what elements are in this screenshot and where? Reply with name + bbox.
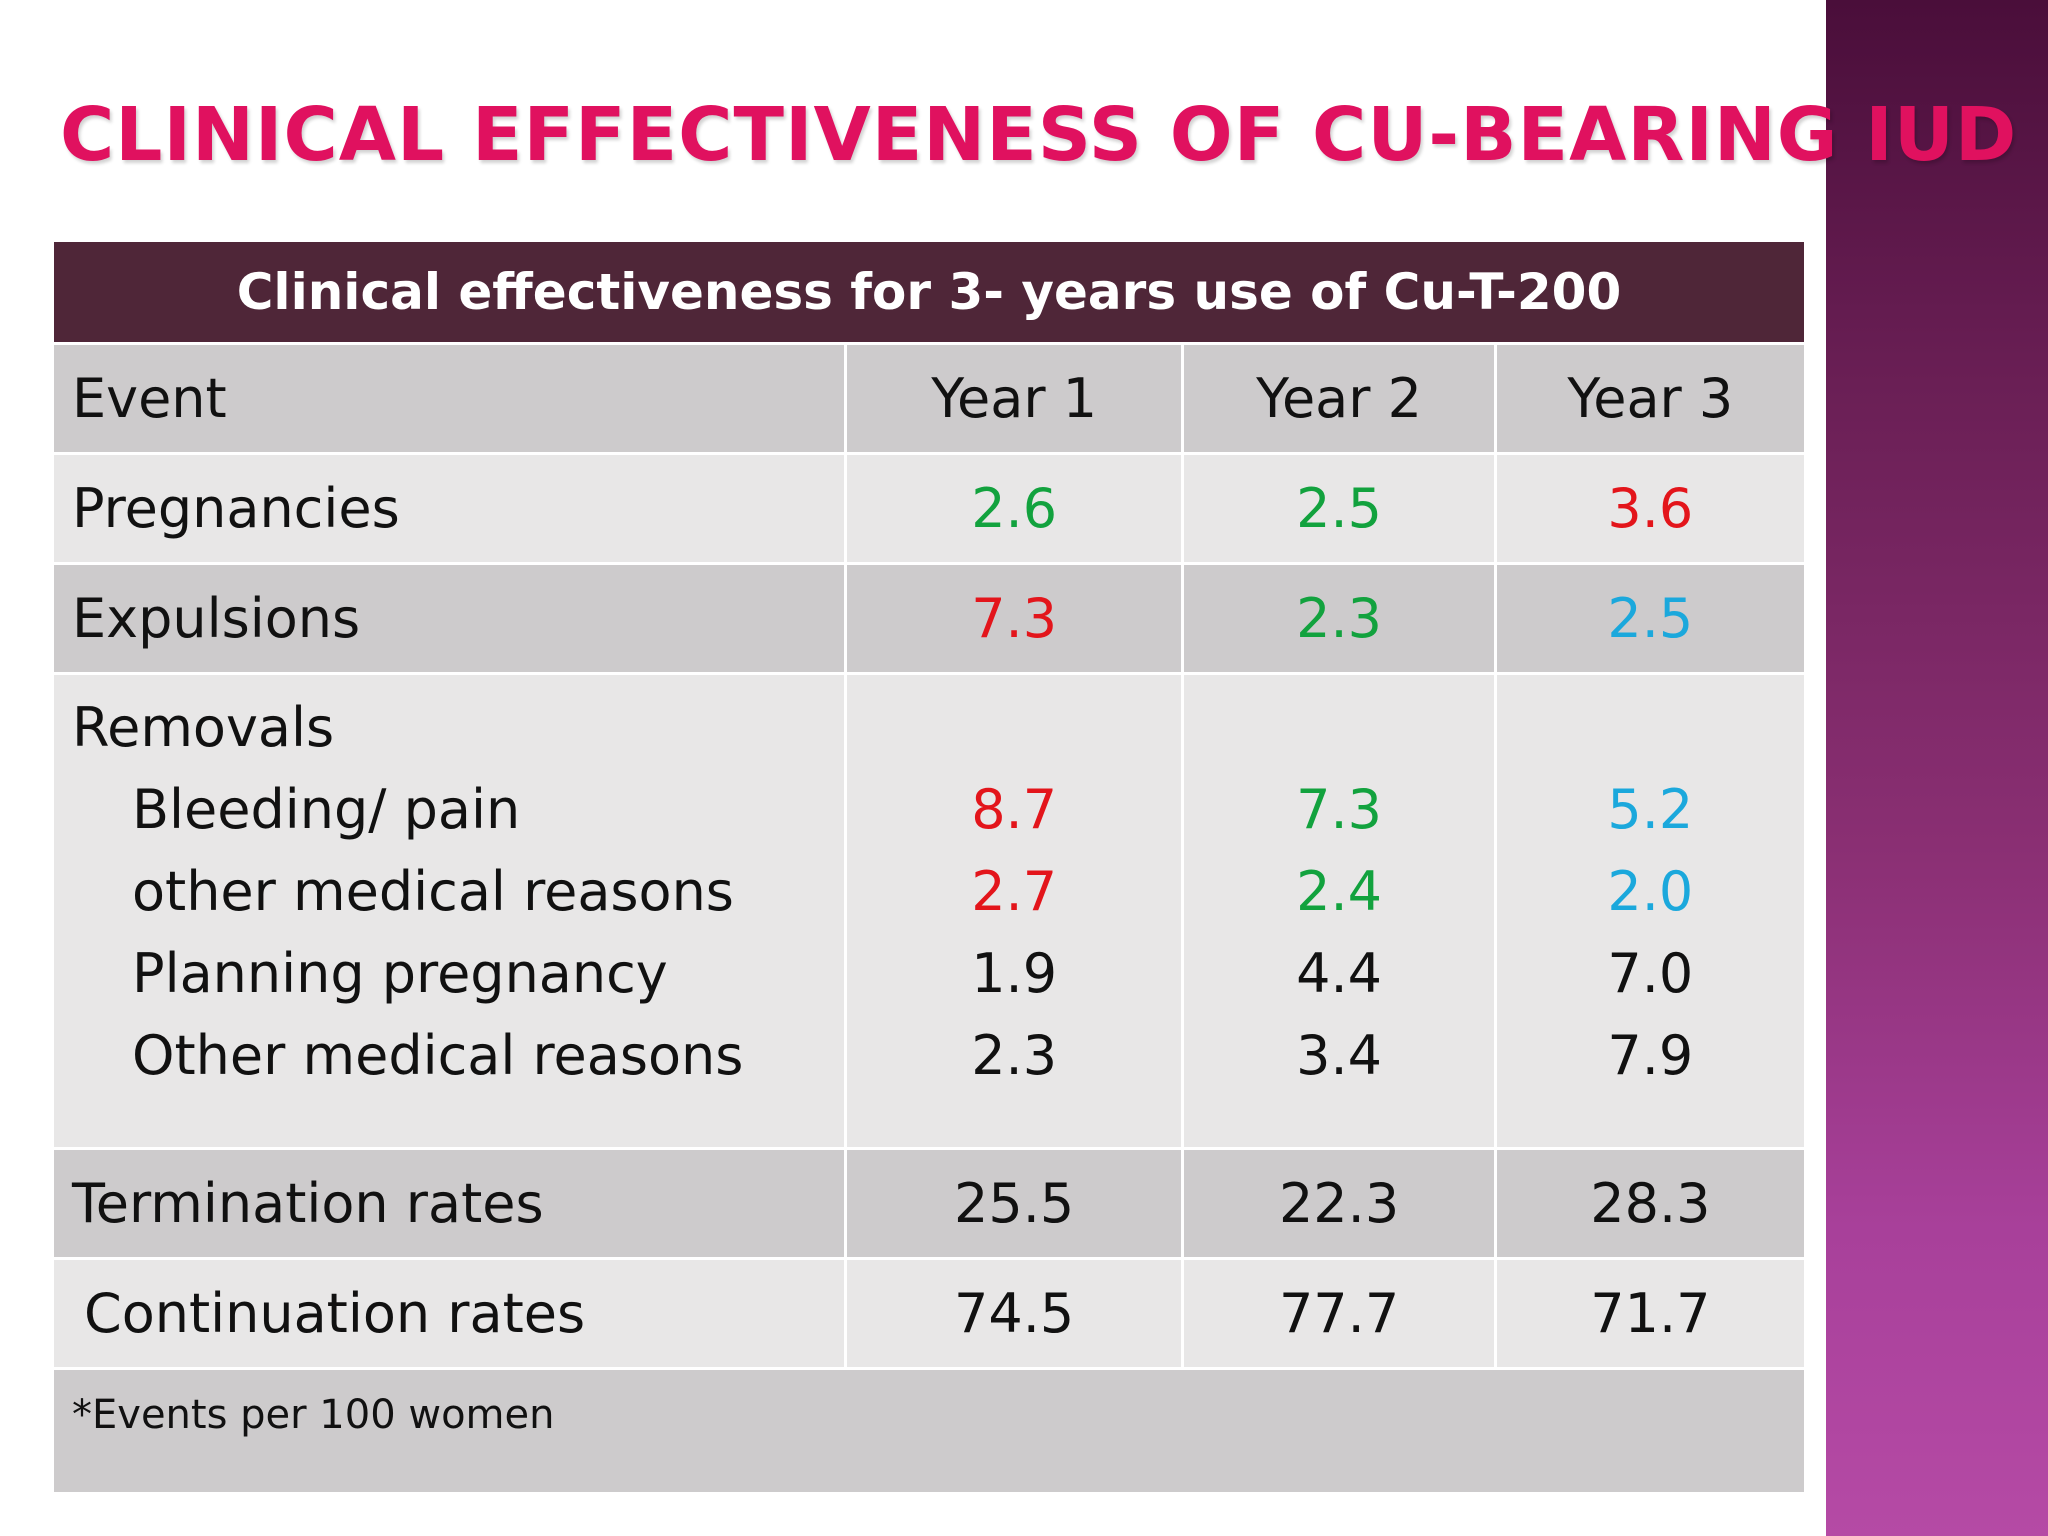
removal-value: 4.4 — [1296, 942, 1383, 1005]
removals-year-3-cell: 5.2 2.0 7.0 7.9 — [1493, 672, 1808, 1150]
pregnancies-year-2: 2.5 — [1181, 452, 1497, 565]
table-row-expulsions: Expulsions 7.3 2.3 2.5 — [51, 562, 1808, 675]
removal-value: 2.3 — [971, 1024, 1058, 1087]
row-label: Expulsions — [51, 562, 847, 675]
removal-value: 2.0 — [1607, 860, 1694, 923]
removal-value: 1.9 — [971, 942, 1058, 1005]
table-caption: Clinical effectiveness for 3- years use … — [51, 239, 1807, 345]
slide-title: CLINICAL EFFECTIVENESS OF CU-BEARING IUD — [60, 92, 2018, 178]
removals-labels-cell: Removals Bleeding/ pain other medical re… — [51, 672, 847, 1150]
table-caption-row: Clinical effectiveness for 3- years use … — [51, 239, 1807, 345]
row-label: Termination rates — [51, 1147, 847, 1260]
header-event: Event — [51, 342, 847, 455]
row-label: Pregnancies — [51, 452, 847, 565]
removals-heading: Removals — [72, 696, 335, 759]
removal-item-label: Planning pregnancy — [132, 942, 668, 1005]
table-row-removals: Removals Bleeding/ pain other medical re… — [51, 672, 1808, 1150]
effectiveness-table: Clinical effectiveness for 3- years use … — [51, 239, 1808, 1495]
continuation-year-1: 74.5 — [843, 1257, 1185, 1370]
removal-value: 2.7 — [971, 860, 1058, 923]
removal-value: 3.4 — [1296, 1024, 1383, 1087]
pregnancies-year-1: 2.6 — [843, 452, 1185, 565]
decorative-side-band — [1826, 0, 2048, 1536]
termination-year-2: 22.3 — [1181, 1147, 1497, 1260]
effectiveness-table-container: Clinical effectiveness for 3- years use … — [51, 239, 1808, 1495]
removal-value: 5.2 — [1607, 778, 1694, 841]
continuation-year-2: 77.7 — [1181, 1257, 1497, 1370]
removal-item-label: other medical reasons — [132, 860, 734, 923]
continuation-year-3: 71.7 — [1493, 1257, 1808, 1370]
removal-value: 2.4 — [1296, 860, 1383, 923]
table-header-row: Event Year 1 Year 2 Year 3 — [51, 342, 1808, 455]
table-row-termination: Termination rates 25.5 22.3 28.3 — [51, 1147, 1808, 1260]
table-footnote-row: *Events per 100 women — [51, 1367, 1807, 1495]
removal-value: 7.3 — [1296, 778, 1383, 841]
table-row-continuation: Continuation rates 74.5 77.7 71.7 — [51, 1257, 1808, 1370]
header-year-1: Year 1 — [843, 342, 1185, 455]
removal-item-label: Bleeding/ pain — [132, 778, 521, 841]
removal-value: 8.7 — [971, 778, 1058, 841]
expulsions-year-1: 7.3 — [843, 562, 1185, 675]
removal-item-label: Other medical reasons — [132, 1024, 744, 1087]
removals-year-2-cell: 7.3 2.4 4.4 3.4 — [1181, 672, 1497, 1150]
expulsions-year-2: 2.3 — [1181, 562, 1497, 675]
row-label: Continuation rates — [51, 1257, 847, 1370]
removals-year-1-cell: 8.7 2.7 1.9 2.3 — [843, 672, 1185, 1150]
table-row-pregnancies: Pregnancies 2.6 2.5 3.6 — [51, 452, 1808, 565]
header-year-3: Year 3 — [1493, 342, 1808, 455]
termination-year-3: 28.3 — [1493, 1147, 1808, 1260]
removal-value: 7.0 — [1607, 942, 1694, 1005]
pregnancies-year-3: 3.6 — [1493, 452, 1808, 565]
termination-year-1: 25.5 — [843, 1147, 1185, 1260]
expulsions-year-3: 2.5 — [1493, 562, 1808, 675]
header-year-2: Year 2 — [1181, 342, 1497, 455]
table-footnote: *Events per 100 women — [51, 1367, 1807, 1495]
removal-value: 7.9 — [1607, 1024, 1694, 1087]
